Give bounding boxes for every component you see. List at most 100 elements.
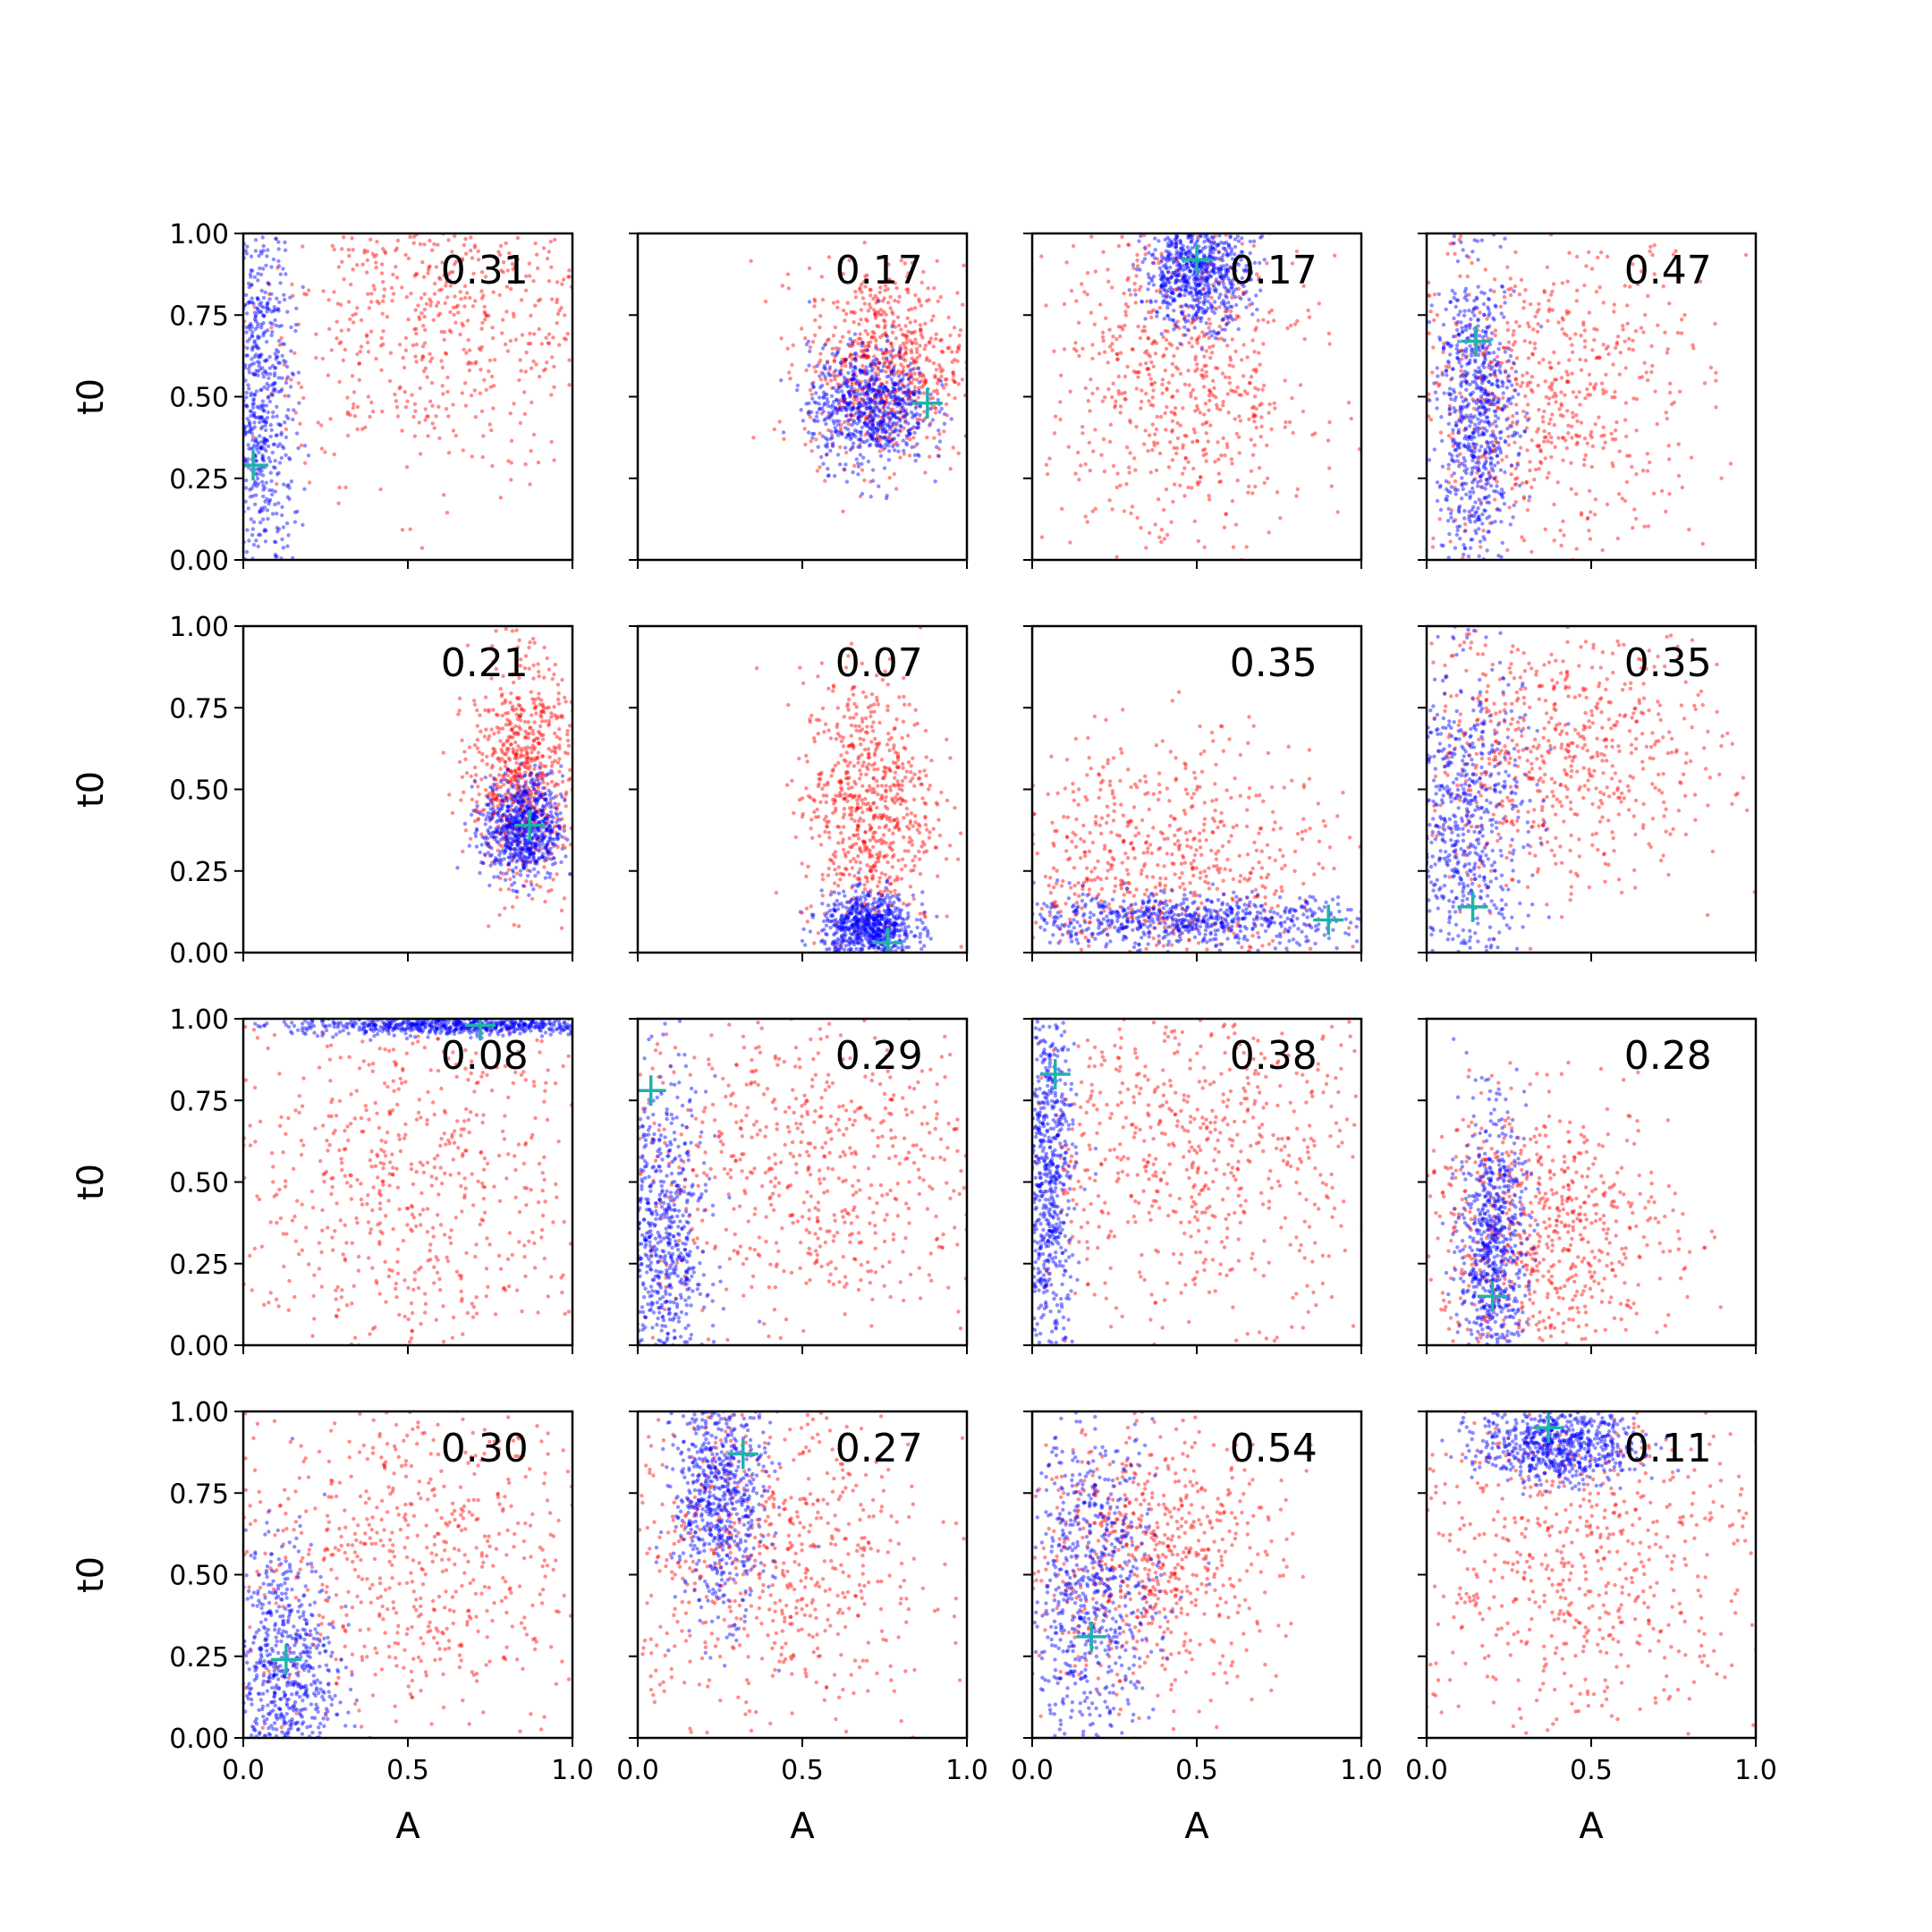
scatter-point bbox=[401, 355, 405, 360]
scatter-point bbox=[1603, 440, 1607, 445]
scatter-point bbox=[259, 469, 264, 473]
scatter-point bbox=[1480, 352, 1486, 357]
scatter-point bbox=[1135, 252, 1140, 258]
scatter-point bbox=[250, 334, 254, 338]
scatter-point bbox=[892, 388, 896, 394]
scatter-point bbox=[876, 414, 881, 419]
scatter-point bbox=[874, 400, 878, 404]
scatter-point bbox=[1666, 444, 1671, 448]
scatter-point bbox=[870, 377, 875, 382]
scatter-point bbox=[1183, 277, 1188, 283]
scatter-point bbox=[881, 436, 886, 440]
scatter-point bbox=[335, 319, 339, 324]
scatter-point bbox=[1228, 281, 1233, 285]
scatter-point bbox=[906, 308, 911, 312]
scatter-point bbox=[1165, 532, 1170, 538]
scatter-point bbox=[962, 263, 966, 267]
scatter-point bbox=[1481, 351, 1486, 355]
scatter-point bbox=[262, 359, 267, 363]
scatter-point bbox=[1247, 417, 1251, 421]
scatter-point bbox=[1190, 246, 1194, 250]
scatter-point bbox=[1519, 277, 1524, 283]
scatter-point bbox=[893, 395, 897, 400]
scatter-point bbox=[1199, 318, 1203, 324]
scatter-point bbox=[873, 392, 878, 396]
scatter-point bbox=[420, 260, 425, 265]
scatter-point bbox=[1630, 464, 1634, 470]
scatter-point bbox=[1601, 391, 1606, 396]
scatter-point bbox=[1231, 278, 1235, 283]
scatter-point bbox=[283, 240, 287, 245]
scatter-point bbox=[1052, 349, 1056, 353]
scatter-point bbox=[1208, 355, 1213, 360]
scatter-point bbox=[826, 411, 831, 415]
scatter-point bbox=[1216, 440, 1220, 445]
scatter-point bbox=[1157, 305, 1163, 310]
scatter-point bbox=[1177, 262, 1182, 267]
scatter-point bbox=[255, 360, 260, 364]
scatter-point bbox=[1143, 252, 1148, 257]
scatter-point bbox=[1628, 284, 1632, 289]
scatter-point bbox=[259, 505, 264, 511]
scatter-point bbox=[1258, 235, 1263, 240]
scatter-point bbox=[835, 305, 840, 309]
scatter-point bbox=[1174, 238, 1179, 242]
scatter-point bbox=[491, 406, 496, 411]
scatter-point bbox=[1496, 396, 1500, 401]
scatter-point bbox=[1197, 291, 1201, 295]
scatter-point bbox=[1544, 435, 1548, 439]
scatter-point bbox=[1563, 393, 1567, 397]
scatter-point bbox=[875, 405, 879, 410]
scatter-point bbox=[879, 392, 884, 396]
scatter-point bbox=[1201, 246, 1206, 250]
scatter-point bbox=[1495, 479, 1499, 484]
scatter-point bbox=[1448, 539, 1453, 544]
scatter-point bbox=[349, 282, 353, 287]
scatter-point bbox=[266, 248, 270, 252]
scatter-point bbox=[880, 299, 886, 303]
scatter-point bbox=[835, 349, 841, 354]
scatter-point bbox=[369, 329, 374, 334]
scatter-point bbox=[1216, 330, 1222, 335]
scatter-point bbox=[1585, 441, 1589, 445]
scatter-point bbox=[1156, 441, 1160, 445]
scatter-point bbox=[243, 378, 248, 383]
scatter-point bbox=[343, 347, 347, 352]
scatter-point bbox=[430, 248, 435, 252]
scatter-point bbox=[885, 357, 889, 362]
scatter-point bbox=[838, 339, 843, 344]
scatter-point bbox=[863, 432, 868, 437]
scatter-point bbox=[470, 454, 474, 459]
scatter-point bbox=[1490, 402, 1496, 407]
scatter-point bbox=[826, 415, 830, 419]
scatter-point bbox=[273, 371, 277, 376]
scatter-point bbox=[247, 538, 251, 543]
scatter-point bbox=[855, 429, 860, 434]
scatter-point bbox=[1271, 318, 1276, 323]
scatter-point bbox=[1138, 335, 1143, 341]
scatter-point bbox=[1197, 278, 1201, 283]
scatter-point bbox=[874, 357, 878, 361]
scatter-point bbox=[290, 371, 295, 376]
scatter-point bbox=[871, 388, 876, 393]
scatter-point bbox=[1123, 374, 1128, 379]
scatter-point bbox=[1202, 260, 1207, 265]
scatter-point bbox=[1207, 271, 1211, 275]
scatter-point bbox=[1228, 358, 1233, 362]
scatter-point bbox=[1085, 271, 1090, 275]
scatter-point bbox=[881, 364, 886, 369]
scatter-point bbox=[1623, 401, 1629, 405]
scatter-point bbox=[263, 437, 268, 443]
scatter-point bbox=[1583, 396, 1588, 401]
scatter-point bbox=[913, 413, 918, 419]
scatter-point bbox=[892, 471, 896, 477]
scatter-point bbox=[1133, 468, 1138, 472]
scatter-point bbox=[1458, 309, 1462, 314]
scatter-point bbox=[1183, 456, 1188, 461]
scatter-point bbox=[865, 424, 870, 428]
scatter-point bbox=[906, 387, 911, 392]
scatter-point bbox=[268, 372, 273, 377]
scatter-point bbox=[902, 426, 906, 430]
scatter-point bbox=[900, 383, 905, 387]
scatter-point bbox=[1154, 468, 1159, 472]
